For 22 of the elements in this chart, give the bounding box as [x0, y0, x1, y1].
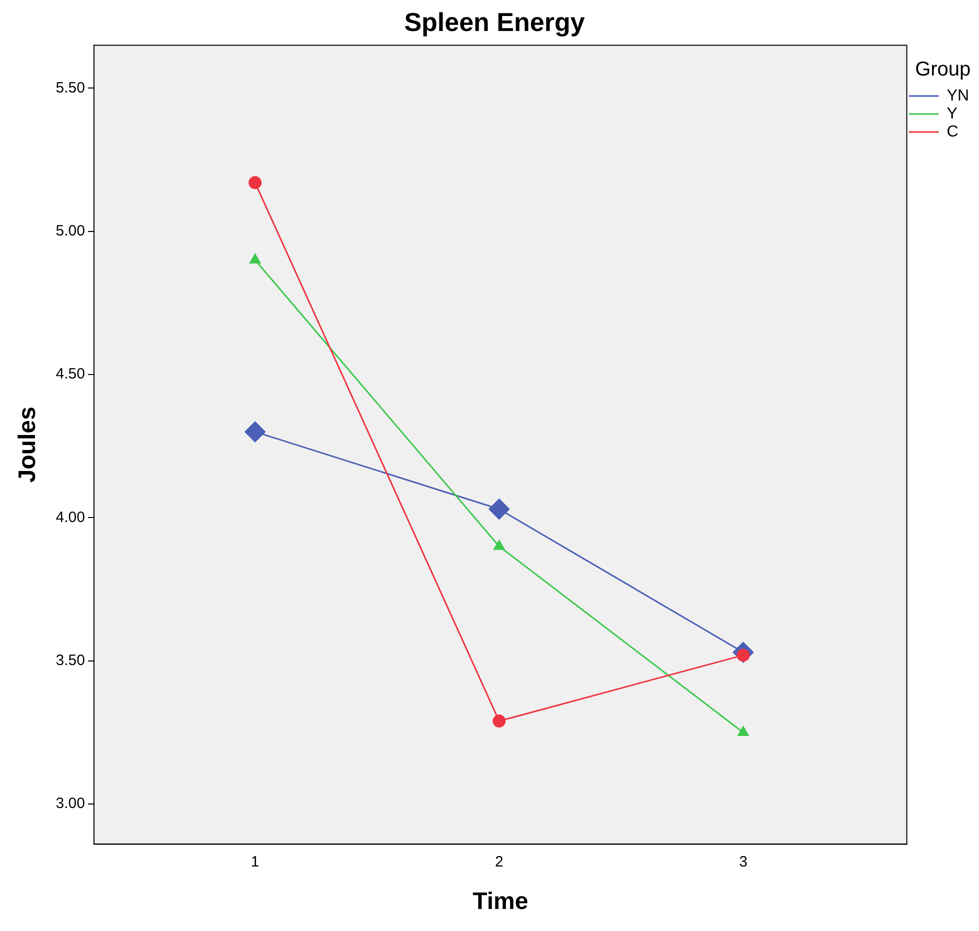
legend-label: C [946, 123, 958, 140]
x-tick-label: 2 [494, 853, 504, 870]
point [493, 540, 505, 550]
y-axis-title: Joules [14, 406, 42, 483]
y-tick-label: 3.00 [56, 795, 85, 812]
y-tick-label: 5.00 [56, 222, 85, 240]
point [488, 498, 510, 520]
point [248, 176, 262, 190]
x-axis-title: Time [472, 888, 528, 916]
point [492, 714, 506, 728]
point [738, 726, 749, 736]
x-tick-label: 3 [739, 853, 748, 870]
y-tick-label: 5.50 [56, 79, 85, 96]
legend-label: Y [946, 105, 958, 122]
y-tick-label: 4.00 [56, 508, 85, 526]
point [244, 421, 266, 442]
legend-title: Group [915, 58, 971, 81]
y-tick-label: 3.50 [56, 652, 85, 670]
legend-label: YN [946, 87, 970, 104]
y-tick-label: 4.50 [56, 366, 85, 383]
chart-title: Spleen Energy [404, 6, 586, 37]
x-tick-label: 1 [250, 853, 260, 870]
